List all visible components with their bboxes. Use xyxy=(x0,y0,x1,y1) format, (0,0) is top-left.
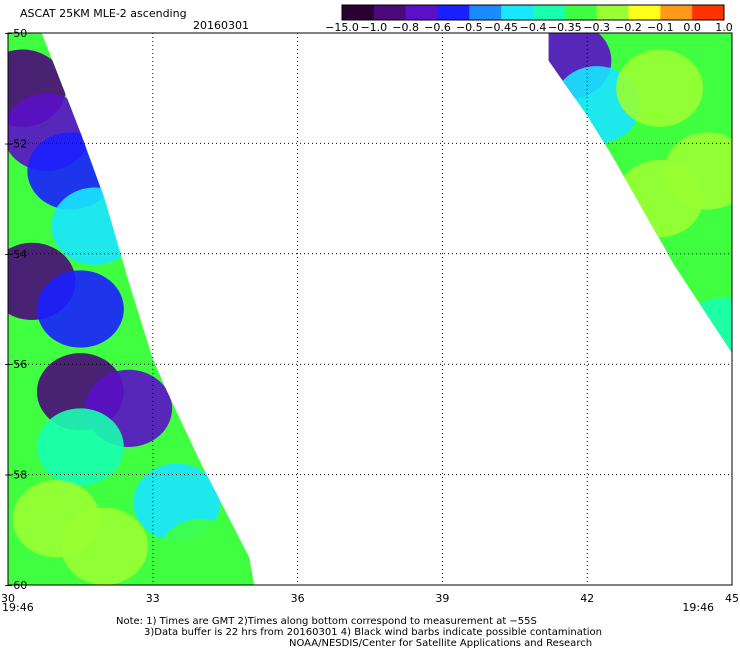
colorbar-segment-7 xyxy=(564,5,598,20)
chart-title: ASCAT 25KM MLE-2 ascending xyxy=(20,7,187,20)
y-tick-label--50: −50 xyxy=(4,27,27,40)
colorbar-tick-2: −0.8 xyxy=(392,21,419,34)
colorbar-tick-3: −0.6 xyxy=(424,21,451,34)
colorbar-tick-7: −0.35 xyxy=(548,21,582,34)
y-tick-label--58: −58 xyxy=(4,469,27,482)
tick-labels: 30 33 36 39 42 45 −50 −52 −54 −56 −58 −60 19:46 19:46 xyxy=(1,27,739,614)
time-label-right: 19:46 xyxy=(682,601,714,614)
swath-1-cell-2 xyxy=(616,49,704,127)
y-tick-label--56: −56 xyxy=(4,358,27,371)
colorbar-tick-5: −0.45 xyxy=(484,21,518,34)
colorbar-tick-10: −0.1 xyxy=(647,21,674,34)
colorbar-tick-9: −0.2 xyxy=(615,21,642,34)
colorbar-segment-9 xyxy=(628,5,661,20)
x-tick-label-45: 45 xyxy=(725,592,739,605)
note-line-2: 3)Data buffer is 22 hrs from 20160301 4)… xyxy=(144,627,602,638)
colorbar-tick-11: 0.0 xyxy=(683,21,701,34)
swath-1-cell-6 xyxy=(678,297,732,354)
gridlines xyxy=(8,33,732,585)
colorbar-segment-2 xyxy=(405,5,438,20)
swath-0 xyxy=(8,33,255,585)
colorbar-segment-6 xyxy=(533,5,566,20)
colorbar-segment-4 xyxy=(469,5,502,20)
note-line-3: NOAA/NESDIS/Center for Satellite Applica… xyxy=(289,638,593,649)
x-tick-label-30: 30 xyxy=(1,592,15,605)
colorbar-segment-3 xyxy=(437,5,470,20)
colorbar-tick-0: −15.0 xyxy=(325,21,359,34)
colorbar-tick-4: −0.5 xyxy=(456,21,483,34)
colorbar-tick-12: 1.0 xyxy=(715,21,733,34)
colorbar-segment-0 xyxy=(342,5,375,20)
x-tick-label-36: 36 xyxy=(291,592,305,605)
plot-frame xyxy=(7,32,733,586)
x-tick-label-42: 42 xyxy=(580,592,594,605)
y-tick-label--54: −54 xyxy=(4,248,27,261)
x-tick-label-39: 39 xyxy=(435,592,449,605)
colorbar-segment-8 xyxy=(596,5,629,20)
swath-0-cell-10 xyxy=(61,507,148,585)
colorbar-segment-5 xyxy=(501,5,534,20)
y-tick-label--60: −60 xyxy=(4,579,27,592)
swath-0-cell-5 xyxy=(36,270,124,348)
colorbar: −15.0 −1.0 −0.8 −0.6 −0.5 −0.45 −0.4 −0.35 −0.3−… xyxy=(325,4,733,34)
colorbar-segment-1 xyxy=(373,5,407,20)
time-label-left: 19:46 xyxy=(2,601,34,614)
swath-0-cell-8 xyxy=(36,408,124,486)
swath-layer xyxy=(8,33,732,585)
chart-date: 20160301 xyxy=(193,19,249,32)
x-tick-label-33: 33 xyxy=(146,592,160,605)
colorbar-segment-11 xyxy=(692,5,725,20)
swath-1-cell-4 xyxy=(616,159,704,238)
colorbar-segment-10 xyxy=(660,5,693,20)
colorbar-outline xyxy=(341,4,725,21)
swath-0-cell-12 xyxy=(157,518,245,585)
colorbar-tick-6: −0.4 xyxy=(520,21,547,34)
note-line-1: Note: 1) Times are GMT 2)Times along bot… xyxy=(116,616,537,627)
swath-1 xyxy=(548,33,732,354)
swath-0-cell-3 xyxy=(51,187,139,265)
colorbar-tick-8: −0.3 xyxy=(583,21,610,34)
y-tick-label--52: −52 xyxy=(4,137,27,150)
colorbar-tick-1: −1.0 xyxy=(360,21,387,34)
